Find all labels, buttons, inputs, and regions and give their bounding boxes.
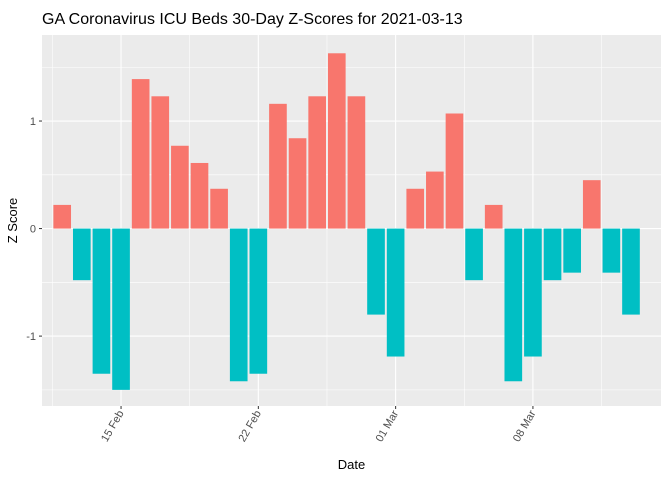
bar <box>72 228 91 281</box>
x-axis-title: Date <box>338 457 365 472</box>
bar <box>269 103 287 229</box>
x-tick-label: 08 Mar <box>511 408 539 444</box>
bar <box>288 138 307 229</box>
bar <box>445 113 464 229</box>
bar <box>347 96 366 229</box>
bar <box>92 228 111 374</box>
bar <box>190 162 209 229</box>
bar <box>426 171 444 229</box>
x-tick-label: 15 Feb <box>99 409 127 445</box>
bar <box>112 228 130 390</box>
bar <box>53 204 72 229</box>
bar <box>367 228 385 315</box>
bar <box>171 145 189 229</box>
bar <box>504 228 523 382</box>
bar <box>210 188 228 229</box>
bar <box>229 228 248 382</box>
bar <box>386 228 405 357</box>
y-tick-label: 1 <box>30 116 36 128</box>
x-tick-label: 01 Mar <box>374 408 402 444</box>
bar <box>543 228 562 281</box>
bar <box>622 228 640 315</box>
y-axis-title: Z Score <box>5 198 20 244</box>
chart-title: GA Coronavirus ICU Beds 30-Day Z-Scores … <box>42 11 463 28</box>
bar <box>582 180 601 229</box>
bar <box>308 96 327 229</box>
bar <box>563 228 581 273</box>
bar <box>249 228 268 374</box>
y-tick-label: -1 <box>26 331 36 343</box>
bar <box>131 79 150 229</box>
bar <box>524 228 542 357</box>
bar <box>465 228 483 281</box>
bar <box>327 53 346 229</box>
bar <box>151 96 170 229</box>
bars <box>53 53 640 390</box>
y-tick-label: 0 <box>30 224 36 236</box>
bar <box>602 228 621 273</box>
bar <box>484 204 503 229</box>
bar <box>406 188 425 229</box>
x-tick-label: 22 Feb <box>236 409 264 445</box>
